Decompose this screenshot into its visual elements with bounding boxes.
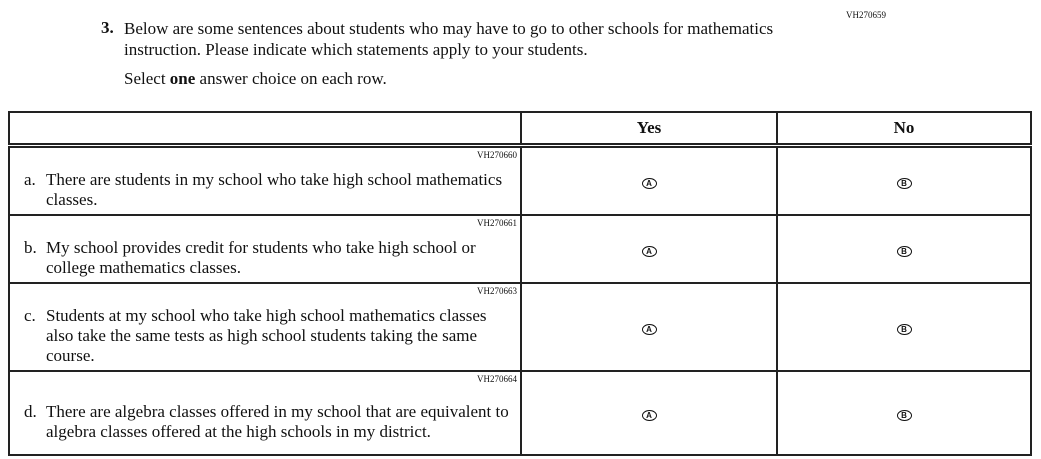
table-row: VH270663 c. Students at my school who take…: [8, 282, 1032, 372]
row-text: There are algebra classes offered in my …: [46, 402, 509, 441]
instruction-bold: one: [169, 69, 196, 88]
statement-cell: VH270664 d. There are algebra classes offe…: [8, 370, 522, 456]
yes-bubble[interactable]: A: [641, 324, 657, 335]
header-no: No: [776, 111, 1032, 148]
yes-cell[interactable]: A: [520, 370, 778, 456]
yes-bubble[interactable]: A: [641, 178, 657, 189]
instruction: Select one answer choice on each row.: [124, 69, 387, 89]
statement-cell: VH270663 c. Students at my school who take…: [8, 282, 522, 372]
no-cell[interactable]: B: [776, 214, 1032, 284]
header-blank: [8, 111, 522, 148]
row-code: VH270663: [477, 286, 517, 296]
row-code: VH270661: [477, 218, 517, 228]
no-cell[interactable]: B: [776, 144, 1032, 216]
instruction-post: answer choice on each row.: [195, 69, 387, 88]
row-text: There are students in my school who take…: [46, 170, 503, 209]
header-row: Yes No: [8, 111, 1032, 148]
row-letter: d.: [24, 402, 37, 421]
table-row: VH270660 a. There are students in my schoo…: [8, 144, 1032, 216]
table-row: VH270661 b. My school provides credit for …: [8, 214, 1032, 284]
row-letter: b.: [24, 238, 37, 257]
row-letter: a.: [24, 170, 36, 189]
table-row: VH270664 d. There are algebra classes offe…: [8, 370, 1032, 456]
question-text: Below are some sentences about students …: [124, 19, 774, 59]
no-bubble[interactable]: B: [896, 324, 912, 335]
header-yes: Yes: [520, 111, 778, 148]
no-bubble[interactable]: B: [896, 178, 912, 189]
instruction-pre: Select: [124, 69, 170, 88]
row-code: VH270660: [477, 150, 517, 160]
yes-cell[interactable]: A: [520, 282, 778, 372]
no-cell[interactable]: B: [776, 370, 1032, 456]
yes-cell[interactable]: A: [520, 214, 778, 284]
answer-table: Yes No VH270660 a. There are students in m…: [8, 111, 1032, 456]
no-bubble[interactable]: B: [896, 246, 912, 257]
row-code: VH270664: [477, 374, 517, 384]
question-number: 3.: [101, 18, 114, 37]
row-text: Students at my school who take high scho…: [46, 306, 487, 365]
question-code: VH270659: [846, 10, 886, 20]
statement-cell: VH270661 b. My school provides credit for …: [8, 214, 522, 284]
no-bubble[interactable]: B: [896, 410, 912, 421]
row-text: My school provides credit for students w…: [46, 238, 476, 277]
yes-bubble[interactable]: A: [641, 410, 657, 421]
row-letter: c.: [24, 306, 36, 325]
no-cell[interactable]: B: [776, 282, 1032, 372]
yes-cell[interactable]: A: [520, 144, 778, 216]
yes-bubble[interactable]: A: [641, 246, 657, 257]
statement-cell: VH270660 a. There are students in my schoo…: [8, 144, 522, 216]
